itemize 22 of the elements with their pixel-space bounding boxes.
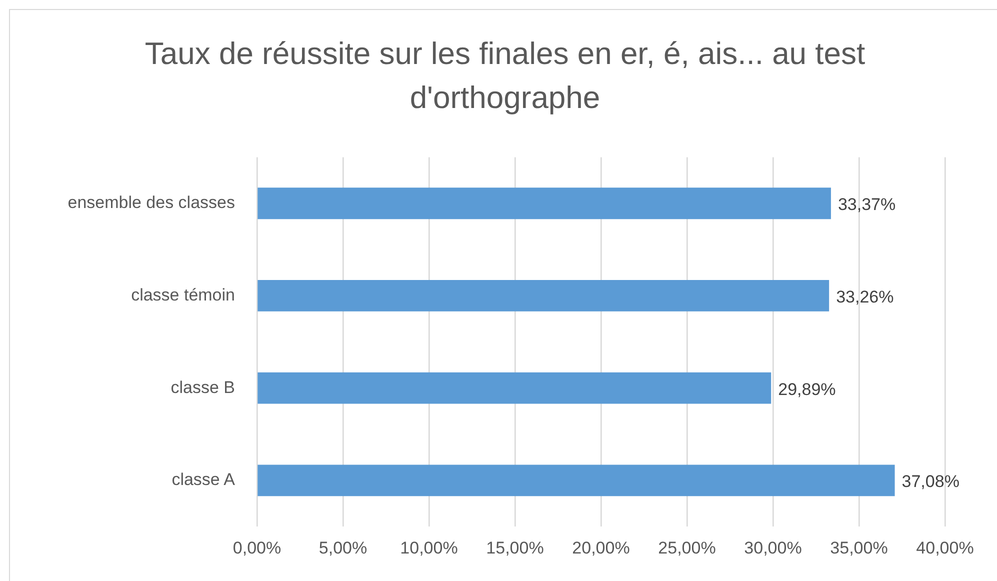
bar <box>258 464 895 496</box>
x-tick-label: 40,00% <box>916 538 974 558</box>
data-label: 33,37% <box>838 195 896 214</box>
x-tick-label: 0,00% <box>232 538 282 558</box>
bar <box>258 280 830 312</box>
x-tick-label: 35,00% <box>830 538 888 558</box>
x-tick-label: 5,00% <box>318 538 368 558</box>
x-tick-label: 20,00% <box>572 538 630 558</box>
x-tick-label: 15,00% <box>486 538 544 558</box>
chart-title: Taux de réussite sur les finales en er, é, ais... au test d'orthographe <box>144 35 866 117</box>
y-tick-label: classe A <box>172 470 236 490</box>
data-label: 37,08% <box>902 472 960 492</box>
y-tick-label: ensemble des classes <box>68 193 235 212</box>
x-tick-label: 25,00% <box>658 538 716 558</box>
x-tick-label: 10,00% <box>400 538 458 558</box>
data-label: 33,26% <box>836 287 894 306</box>
y-tick-label: classe B <box>170 378 235 397</box>
y-tick-label: classe témoin <box>131 285 235 304</box>
bar <box>258 372 772 404</box>
x-tick-label: 30,00% <box>744 538 802 558</box>
bar <box>258 188 831 220</box>
data-label: 29,89% <box>778 380 836 399</box>
